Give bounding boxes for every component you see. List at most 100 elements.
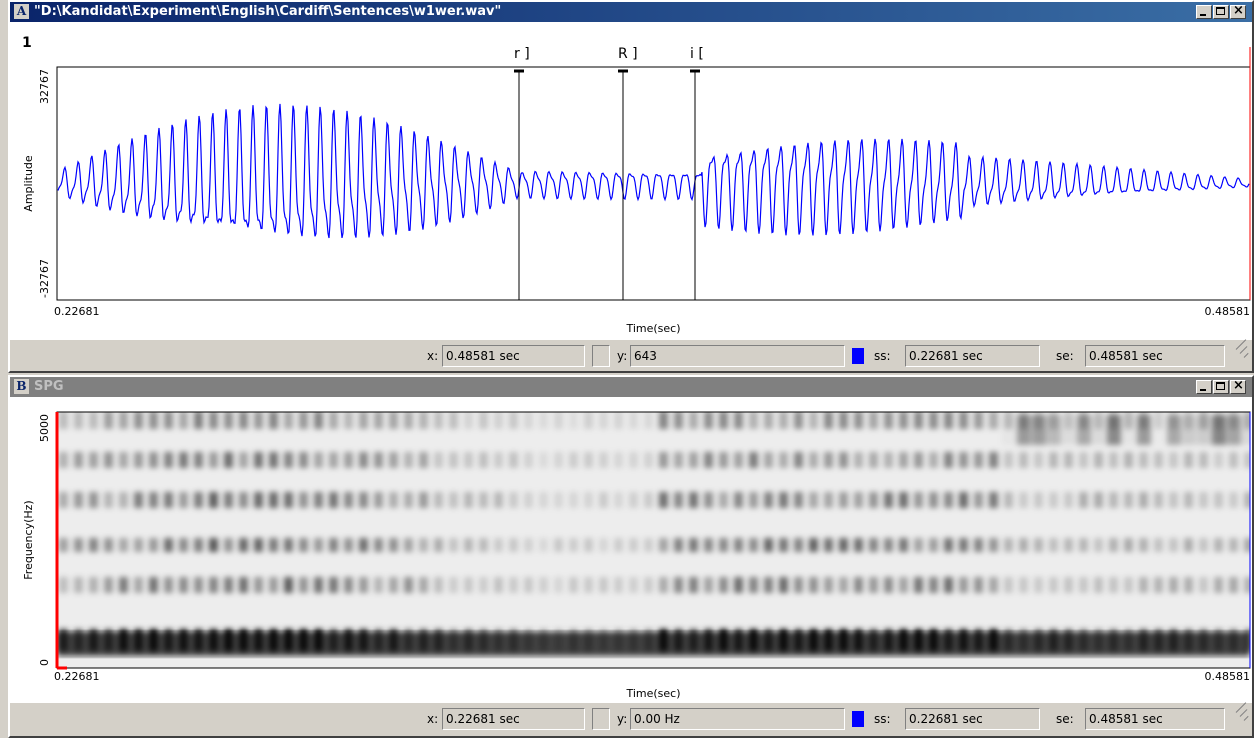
status-label: ss: bbox=[874, 712, 891, 726]
status-value: 0.22681 sec bbox=[446, 712, 520, 726]
status-label: se: bbox=[1056, 349, 1074, 363]
y-axis-label: Frequency(Hz) bbox=[22, 500, 35, 579]
spectrogram-cell bbox=[284, 452, 293, 468]
spectrogram-cell bbox=[974, 412, 983, 429]
spectrogram-cell bbox=[149, 492, 158, 508]
spectrogram-cell bbox=[224, 577, 233, 593]
status-field bbox=[905, 345, 1040, 367]
spectrogram-cell bbox=[269, 538, 278, 552]
spectrogram-cell bbox=[419, 577, 428, 593]
spectrogram-cell bbox=[1064, 492, 1073, 508]
spectrogram-cell bbox=[254, 412, 263, 429]
spectrogram-cell bbox=[314, 492, 323, 508]
spectrogram-cell bbox=[734, 452, 743, 468]
spectrogram-cell bbox=[509, 538, 518, 552]
spectrogram-cell bbox=[1062, 415, 1076, 445]
spectrogram-cell bbox=[749, 492, 758, 508]
spectrogram-cell bbox=[209, 492, 218, 508]
spectrogram-cell bbox=[194, 538, 203, 552]
status-label: y: bbox=[617, 712, 628, 726]
spectrogram-cell bbox=[614, 492, 623, 508]
spectrogram-cell bbox=[134, 538, 143, 552]
spectrogram-cell bbox=[374, 538, 383, 552]
spectrogram-cell bbox=[464, 412, 473, 429]
spectrogram-cell bbox=[254, 538, 263, 552]
spectrogram-cell bbox=[854, 412, 863, 429]
spectrogram-cell bbox=[509, 577, 518, 593]
spectrogram-cell bbox=[764, 492, 773, 508]
spectrogram-cell bbox=[284, 577, 293, 593]
spectrogram-cell bbox=[554, 412, 563, 429]
spectrogram-cell bbox=[164, 492, 173, 508]
spectrogram-cell bbox=[164, 538, 173, 552]
spectrogram-cell bbox=[299, 577, 308, 593]
spectrogram-cell bbox=[1184, 538, 1193, 552]
spectrogram-cell bbox=[104, 452, 113, 468]
spectrogram-cell bbox=[494, 538, 503, 552]
spectrogram bbox=[57, 412, 1250, 656]
spectrogram-cell bbox=[374, 452, 383, 468]
status-field bbox=[592, 345, 610, 367]
window-letter: A bbox=[14, 4, 29, 19]
spectrogram-cell bbox=[239, 538, 248, 552]
spectrogram-cell bbox=[824, 412, 833, 429]
spectrogram-cell bbox=[89, 492, 98, 508]
window-title: "D:\Kandidat\Experiment\English\Cardiff\… bbox=[34, 4, 502, 19]
spectrogram-cell bbox=[749, 452, 758, 468]
spectrogram-cell bbox=[1124, 452, 1133, 468]
spectrogram-cell bbox=[539, 492, 548, 508]
close-button[interactable] bbox=[1230, 380, 1246, 394]
spectrogram-cell bbox=[899, 538, 908, 552]
spectrogram-cell bbox=[689, 452, 698, 468]
status-label: se: bbox=[1056, 712, 1074, 726]
spectrogram-cell bbox=[1019, 492, 1028, 508]
spectrogram-cell bbox=[269, 577, 278, 593]
spectrogram-cell bbox=[1064, 452, 1073, 468]
spectrogram-cell bbox=[944, 412, 953, 429]
spectrogram-cell bbox=[839, 577, 848, 593]
spectrogram-cell bbox=[404, 577, 413, 593]
spectrogram-cell bbox=[809, 412, 818, 429]
spectrogram-cell bbox=[179, 577, 188, 593]
spectrogram-cell bbox=[359, 492, 368, 508]
spectrogram-cell bbox=[674, 412, 683, 429]
spectrogram-cell bbox=[59, 452, 68, 468]
spectrogram-cell bbox=[704, 452, 713, 468]
spectrogram-cell bbox=[479, 538, 488, 552]
spectrogram-cell bbox=[314, 577, 323, 593]
spectrogram-cell bbox=[119, 412, 128, 429]
spectrogram-cell bbox=[1064, 577, 1073, 593]
maximize-icon bbox=[1216, 7, 1225, 15]
spectrogram-cell bbox=[869, 492, 878, 508]
spectrogram-cell bbox=[584, 492, 593, 508]
spectrogram-cell bbox=[1154, 452, 1163, 468]
spectrogram-cell bbox=[1214, 577, 1223, 593]
client-area bbox=[10, 22, 1252, 340]
spectrogram-cell bbox=[884, 412, 893, 429]
spectrogram-cell bbox=[1197, 415, 1211, 445]
spectrogram-cell bbox=[494, 577, 503, 593]
y-axis-top: 5000 bbox=[38, 414, 51, 442]
spectrogram-cell bbox=[389, 492, 398, 508]
spectrogram-cell bbox=[1004, 492, 1013, 508]
spectrogram-cell bbox=[869, 577, 878, 593]
spectrogram-cell bbox=[1229, 492, 1238, 508]
spectrogram-cell bbox=[389, 577, 398, 593]
spectrogram-cell bbox=[299, 538, 308, 552]
spectrogram-cell bbox=[149, 577, 158, 593]
spectrogram-cell bbox=[1244, 492, 1250, 508]
spectrogram-cell bbox=[959, 538, 968, 552]
spectrogram-cell bbox=[449, 577, 458, 593]
spectrogram-cell bbox=[944, 492, 953, 508]
spectrogram-cell bbox=[449, 452, 458, 468]
spectrogram-cell bbox=[329, 412, 338, 429]
spectrogram-cell bbox=[1049, 577, 1058, 593]
spectrogram-cell bbox=[779, 492, 788, 508]
spectrogram-cell bbox=[1199, 538, 1208, 552]
spectrogram-cell bbox=[1227, 415, 1241, 445]
spectrogram-cell bbox=[1107, 415, 1121, 445]
spectrogram-cell bbox=[569, 577, 578, 593]
spectrogram-cell bbox=[779, 412, 788, 429]
spectrogram-cell bbox=[1229, 452, 1238, 468]
close-button[interactable] bbox=[1230, 5, 1246, 19]
